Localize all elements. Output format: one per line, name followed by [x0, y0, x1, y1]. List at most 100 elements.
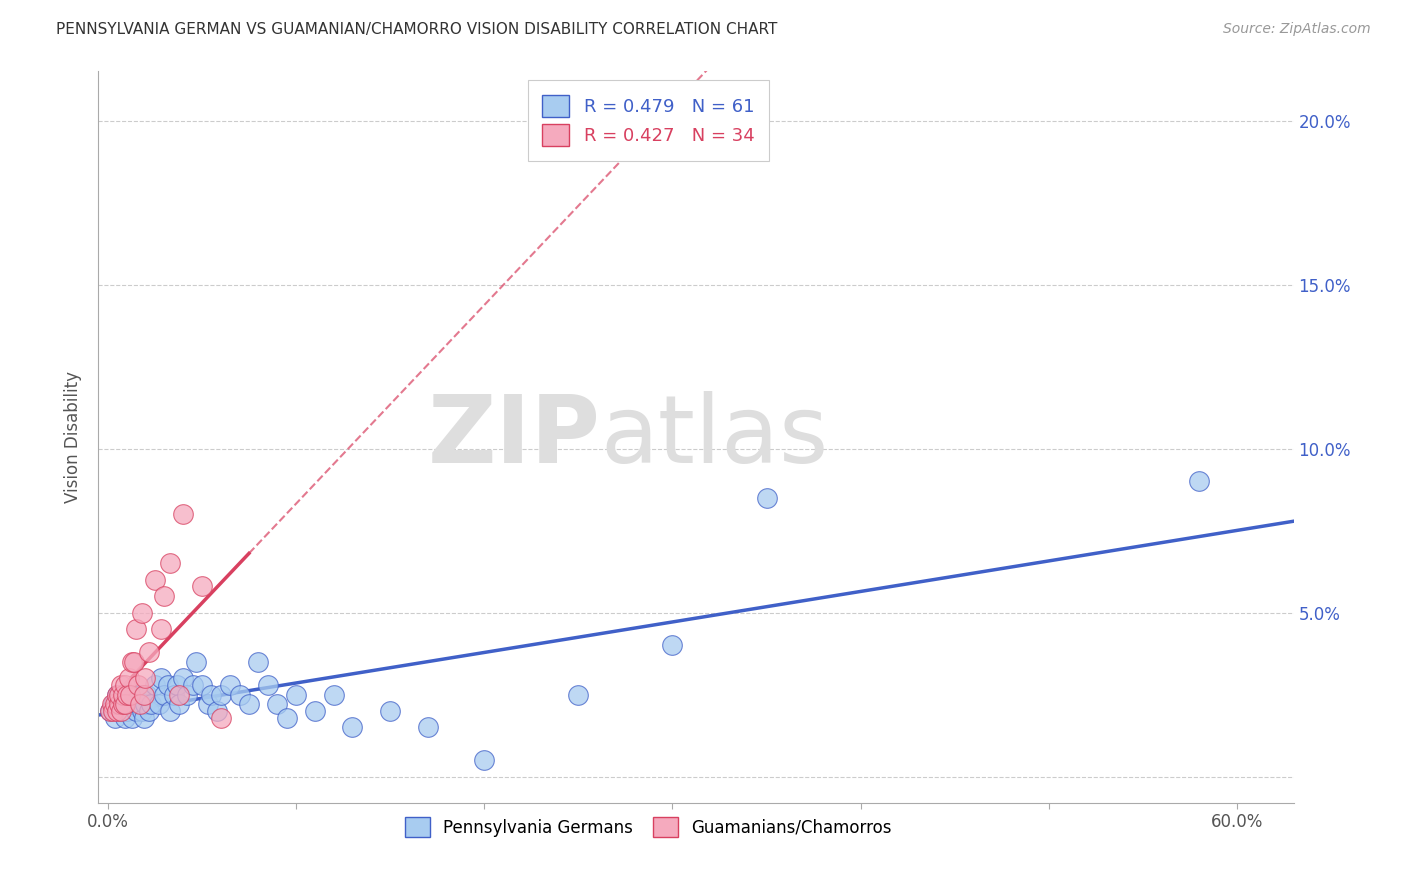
- Point: [169, 688, 191, 702]
- Point: [138, 645, 160, 659]
- Point: [755, 491, 778, 505]
- Point: [143, 678, 166, 692]
- Text: Source: ZipAtlas.com: Source: ZipAtlas.com: [1223, 22, 1371, 37]
- Point: [108, 688, 131, 702]
- Point: [108, 688, 131, 702]
- Point: [105, 688, 128, 702]
- Point: [104, 710, 127, 724]
- Point: [219, 678, 242, 692]
- Point: [114, 688, 136, 702]
- Point: [256, 678, 278, 692]
- Point: [285, 688, 308, 702]
- Point: [132, 710, 155, 724]
- Point: [114, 698, 136, 712]
- Point: [120, 688, 142, 702]
- Point: [342, 720, 364, 734]
- Point: [266, 698, 288, 712]
- Point: [378, 704, 401, 718]
- Point: [108, 698, 131, 712]
- Point: [114, 678, 136, 692]
- Point: [117, 698, 139, 712]
- Point: [661, 638, 683, 652]
- Point: [153, 589, 176, 603]
- Point: [149, 622, 172, 636]
- Point: [159, 704, 181, 718]
- Point: [122, 688, 145, 702]
- Point: [304, 704, 326, 718]
- Point: [104, 698, 127, 712]
- Point: [153, 688, 176, 702]
- Point: [108, 704, 131, 718]
- Point: [105, 688, 128, 702]
- Point: [200, 688, 222, 702]
- Point: [128, 698, 150, 712]
- Y-axis label: Vision Disability: Vision Disability: [65, 371, 83, 503]
- Point: [172, 671, 194, 685]
- Point: [209, 688, 232, 702]
- Point: [186, 655, 208, 669]
- Point: [110, 704, 132, 718]
- Point: [110, 678, 132, 692]
- Point: [205, 704, 228, 718]
- Point: [322, 688, 344, 702]
- Point: [127, 678, 149, 692]
- Point: [127, 698, 149, 712]
- Point: [191, 579, 214, 593]
- Point: [115, 688, 138, 702]
- Point: [114, 710, 136, 724]
- Point: [163, 688, 186, 702]
- Point: [228, 688, 250, 702]
- Point: [134, 698, 156, 712]
- Point: [100, 698, 122, 712]
- Point: [139, 698, 162, 712]
- Point: [209, 710, 232, 724]
- Point: [128, 688, 150, 702]
- Text: atlas: atlas: [600, 391, 828, 483]
- Point: [121, 710, 143, 724]
- Point: [247, 655, 270, 669]
- Point: [148, 698, 170, 712]
- Point: [98, 704, 121, 718]
- Point: [416, 720, 439, 734]
- Point: [120, 688, 142, 702]
- Point: [103, 698, 125, 712]
- Point: [134, 671, 156, 685]
- Point: [111, 698, 134, 712]
- Point: [131, 704, 153, 718]
- Point: [166, 678, 188, 692]
- Point: [149, 671, 172, 685]
- Point: [103, 704, 125, 718]
- Point: [181, 678, 204, 692]
- Point: [567, 688, 589, 702]
- Point: [276, 710, 298, 724]
- Point: [159, 557, 181, 571]
- Legend: Pennsylvania Germans, Guamanians/Chamorros: Pennsylvania Germans, Guamanians/Chamorr…: [396, 809, 900, 846]
- Point: [238, 698, 260, 712]
- Point: [125, 622, 148, 636]
- Point: [143, 573, 166, 587]
- Point: [472, 753, 495, 767]
- Point: [125, 704, 148, 718]
- Point: [169, 698, 191, 712]
- Point: [111, 698, 134, 712]
- Text: PENNSYLVANIA GERMAN VS GUAMANIAN/CHAMORRO VISION DISABILITY CORRELATION CHART: PENNSYLVANIA GERMAN VS GUAMANIAN/CHAMORR…: [56, 22, 778, 37]
- Point: [138, 704, 160, 718]
- Point: [110, 704, 132, 718]
- Point: [115, 704, 138, 718]
- Point: [98, 704, 121, 718]
- Point: [131, 606, 153, 620]
- Point: [117, 671, 139, 685]
- Point: [1188, 475, 1211, 489]
- Text: ZIP: ZIP: [427, 391, 600, 483]
- Point: [191, 678, 214, 692]
- Point: [157, 678, 180, 692]
- Point: [176, 688, 198, 702]
- Point: [136, 688, 159, 702]
- Point: [121, 698, 143, 712]
- Point: [121, 655, 143, 669]
- Point: [105, 704, 128, 718]
- Point: [122, 655, 145, 669]
- Point: [172, 507, 194, 521]
- Point: [111, 688, 134, 702]
- Point: [132, 688, 155, 702]
